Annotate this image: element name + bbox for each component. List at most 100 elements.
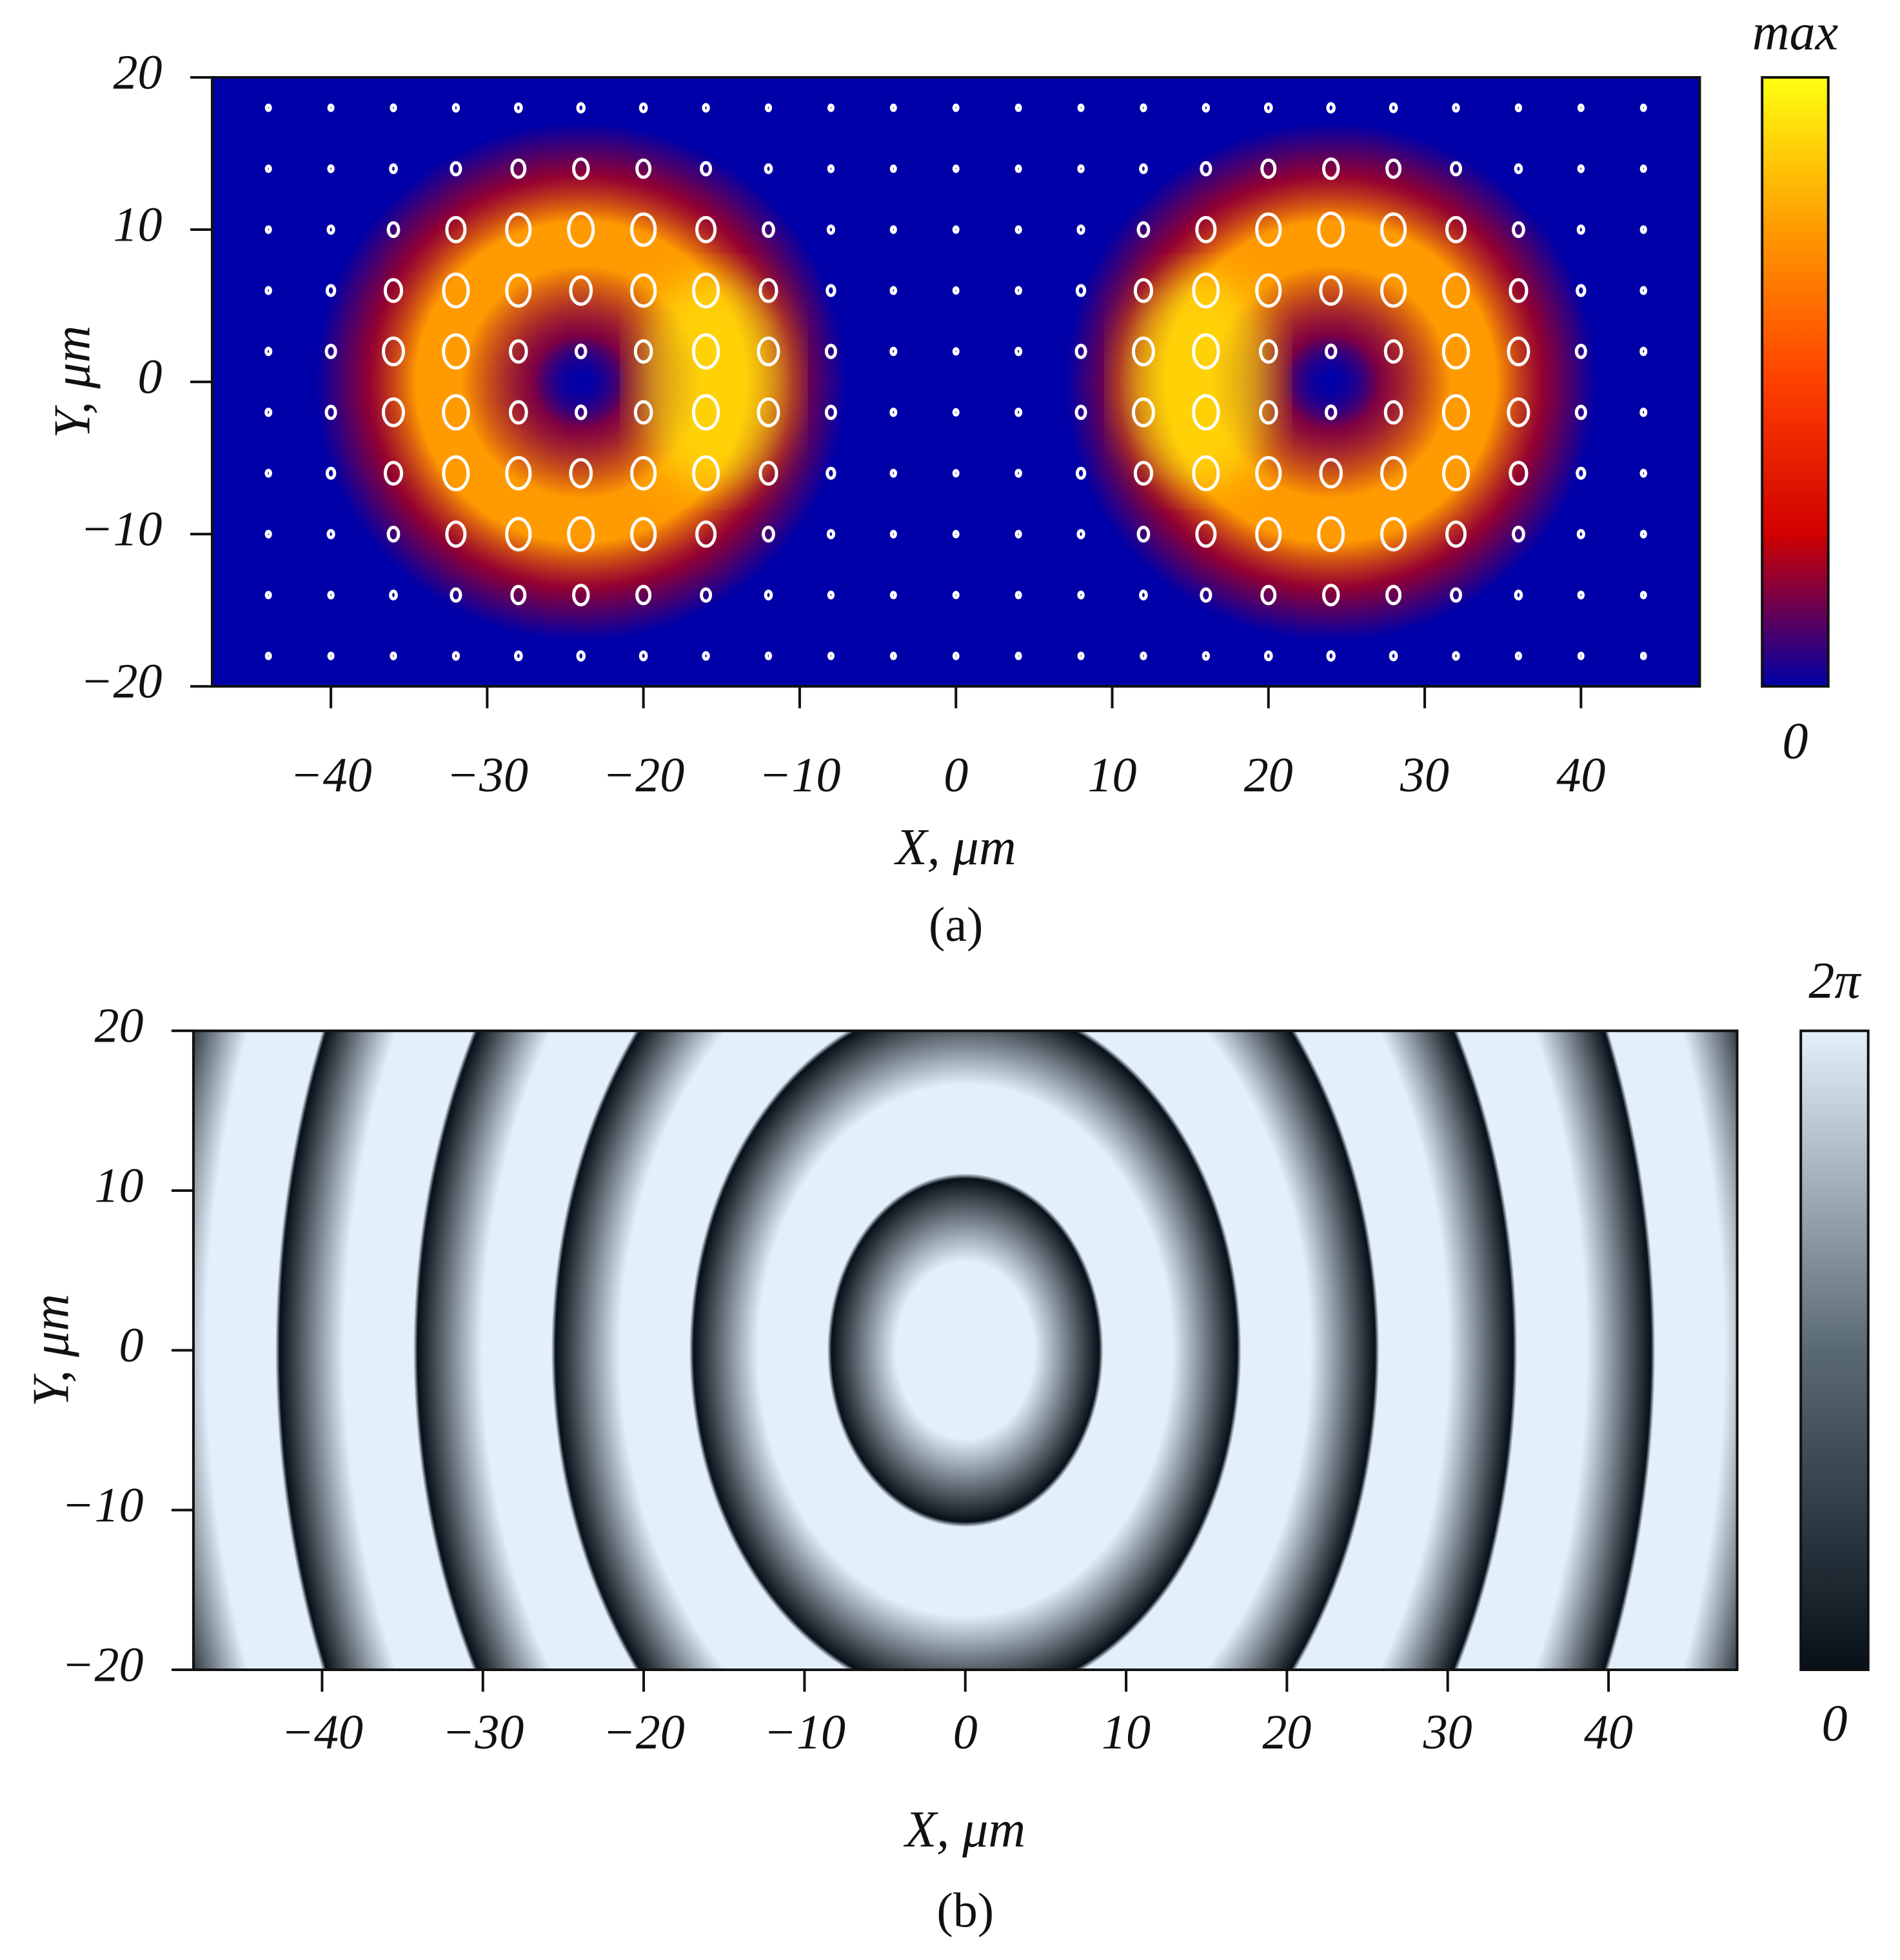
polarization-ellipse — [1326, 102, 1336, 114]
polarization-ellipse — [952, 164, 960, 173]
polarization-ellipse — [1014, 530, 1022, 539]
y-axis-label: Y, μm — [44, 326, 101, 439]
polarization-ellipse — [1449, 161, 1463, 177]
y-tick-label: −20 — [61, 1638, 143, 1692]
polarization-ellipse — [1380, 273, 1407, 308]
polarization-ellipse — [508, 400, 528, 425]
polarization-ellipse — [1385, 584, 1402, 606]
polarization-ellipse — [952, 103, 960, 112]
polarization-ellipse — [702, 103, 710, 113]
polarization-ellipse — [1140, 103, 1147, 112]
polarization-ellipse — [1075, 284, 1087, 297]
polarization-ellipse — [1200, 161, 1212, 177]
polarization-ellipse — [264, 408, 273, 417]
polarization-ellipse — [1077, 651, 1085, 660]
polarization-ellipse — [764, 163, 773, 174]
polarization-ellipse — [326, 224, 335, 235]
colorbar — [1799, 1029, 1870, 1672]
polarization-ellipse — [510, 158, 527, 179]
x-tick-label: −10 — [758, 748, 840, 802]
x-axis-label: X, μm — [894, 819, 1016, 876]
polarization-ellipse — [630, 517, 657, 551]
polarization-ellipse — [576, 102, 586, 114]
polarization-ellipse — [386, 526, 401, 543]
polarization-ellipse — [1014, 468, 1022, 478]
polarization-ellipse — [635, 158, 652, 179]
phase-map — [193, 1031, 1737, 1670]
polarization-ellipse — [451, 103, 460, 113]
polarization-ellipse — [826, 529, 835, 540]
vortex-ring — [1065, 123, 1597, 641]
polarization-ellipse — [1639, 530, 1647, 539]
polarization-ellipse — [1192, 455, 1220, 491]
polarization-ellipse — [1576, 224, 1585, 235]
polarization-ellipse — [826, 284, 836, 297]
polarization-ellipse — [1076, 529, 1085, 540]
polarization-ellipse — [264, 591, 272, 600]
x-tick-label: −40 — [290, 748, 371, 802]
polarization-ellipse — [1192, 394, 1220, 431]
polarization-ellipse — [325, 284, 337, 297]
polarization-ellipse — [952, 347, 960, 356]
polarization-ellipse — [1014, 164, 1022, 173]
polarization-ellipse — [326, 529, 335, 540]
colorbar-max-label: 2π — [1808, 953, 1861, 1009]
polarization-ellipse — [569, 275, 593, 306]
polarization-ellipse — [827, 590, 835, 600]
polarization-ellipse — [889, 468, 898, 478]
polarization-ellipse — [327, 651, 335, 660]
polarization-ellipse — [1512, 221, 1525, 239]
polarization-ellipse — [1639, 286, 1648, 295]
polarization-ellipse — [1324, 404, 1338, 421]
polarization-ellipse — [1383, 339, 1403, 364]
polarization-ellipse — [1014, 591, 1022, 600]
polarization-ellipse — [1202, 651, 1211, 661]
polarization-ellipse — [1077, 164, 1085, 173]
polarization-ellipse — [1074, 344, 1087, 359]
polarization-ellipse — [1014, 103, 1022, 112]
polarization-ellipse — [702, 651, 710, 661]
vortex-ring — [315, 123, 847, 641]
y-axis-label: Y, μm — [23, 1294, 79, 1407]
polarization-ellipse — [1131, 397, 1155, 428]
polarization-ellipse — [633, 339, 653, 364]
polarization-ellipse — [889, 530, 897, 539]
polarization-ellipse — [1200, 587, 1212, 603]
polarization-ellipse — [1317, 516, 1345, 553]
polarization-ellipse — [758, 278, 778, 303]
polarization-ellipse — [700, 161, 713, 177]
heatmap — [212, 77, 1700, 687]
polarization-ellipse — [1389, 102, 1398, 114]
polarization-ellipse — [389, 163, 398, 174]
polarization-ellipse — [1195, 520, 1217, 548]
x-tick-label: −20 — [602, 748, 684, 802]
hot-spot — [1120, 275, 1276, 489]
x-tick-label: 20 — [1244, 748, 1293, 802]
polarization-ellipse — [324, 404, 337, 421]
polarization-ellipse — [638, 650, 648, 662]
polarization-ellipse — [824, 404, 837, 421]
polarization-ellipse — [1441, 333, 1470, 370]
polarization-ellipse — [691, 333, 720, 370]
polarization-ellipse — [952, 469, 960, 478]
polarization-ellipse — [505, 517, 532, 551]
polarization-ellipse — [1380, 456, 1407, 491]
polarization-ellipse — [630, 273, 657, 308]
polarization-ellipse — [952, 408, 960, 417]
polarization-ellipse — [450, 587, 462, 603]
y-tick-label: 10 — [95, 1158, 144, 1213]
y-tick-label: 20 — [114, 45, 163, 99]
polarization-ellipse — [1441, 272, 1470, 309]
polarization-ellipse — [952, 591, 960, 600]
polarization-ellipse — [382, 397, 405, 428]
polarization-ellipse — [638, 102, 648, 114]
polarization-ellipse — [952, 225, 960, 234]
polarization-ellipse — [1014, 286, 1022, 295]
polarization-ellipse — [952, 530, 960, 539]
polarization-ellipse — [1576, 466, 1587, 480]
polarization-ellipse — [889, 346, 898, 357]
polarization-ellipse — [325, 466, 337, 480]
polarization-ellipse — [264, 651, 272, 660]
polarization-ellipse — [264, 164, 272, 173]
polarization-ellipse — [1639, 225, 1647, 234]
